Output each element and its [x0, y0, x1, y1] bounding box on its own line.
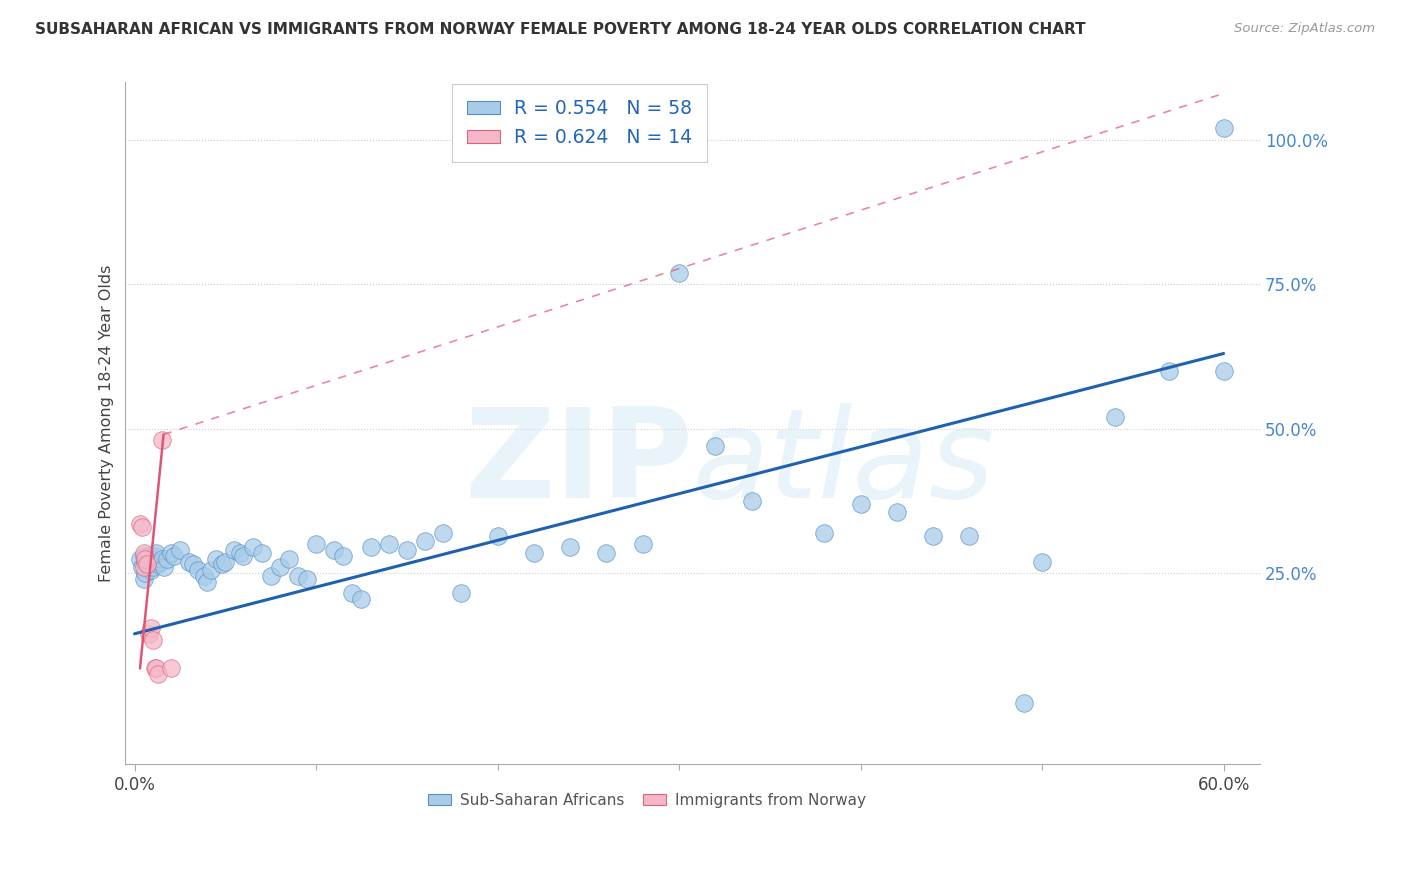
Point: [132, 572, 155, 586]
Point: [229, 546, 252, 560]
Point: [1212, 121, 1234, 136]
Point: [668, 266, 690, 280]
Point: [450, 586, 472, 600]
Point: [350, 592, 373, 607]
Point: [214, 555, 236, 569]
Point: [342, 586, 364, 600]
Text: Source: ZipAtlas.com: Source: ZipAtlas.com: [1234, 22, 1375, 36]
Point: [160, 546, 183, 560]
Point: [211, 558, 233, 572]
Point: [131, 520, 153, 534]
Point: [205, 551, 228, 566]
Point: [704, 439, 727, 453]
Point: [250, 546, 273, 560]
Point: [922, 528, 945, 542]
Point: [169, 543, 191, 558]
Point: [195, 574, 218, 589]
Point: [269, 560, 291, 574]
Point: [145, 661, 167, 675]
Point: [149, 555, 172, 569]
Point: [139, 563, 162, 577]
Point: [323, 543, 346, 558]
Point: [152, 560, 174, 574]
Point: [260, 569, 283, 583]
Point: [142, 551, 165, 566]
Point: [139, 555, 162, 569]
Point: [523, 546, 546, 560]
Point: [849, 497, 872, 511]
Point: [138, 560, 160, 574]
Point: [232, 549, 254, 563]
Point: [143, 549, 166, 563]
Point: [181, 558, 204, 572]
Point: [560, 540, 582, 554]
Text: ZIP: ZIP: [464, 403, 693, 524]
Point: [413, 534, 436, 549]
Point: [142, 560, 165, 574]
Point: [143, 661, 166, 675]
Point: [136, 551, 159, 566]
Point: [134, 551, 156, 566]
Point: [741, 494, 763, 508]
Legend: Sub-Saharan Africans, Immigrants from Norway: Sub-Saharan Africans, Immigrants from No…: [422, 787, 872, 814]
Point: [224, 543, 246, 558]
Point: [287, 569, 309, 583]
Point: [959, 528, 981, 542]
Point: [187, 563, 209, 577]
Point: [193, 569, 215, 583]
Point: [132, 549, 155, 563]
Point: [1012, 696, 1035, 710]
Point: [150, 551, 173, 566]
Point: [242, 540, 264, 554]
Point: [277, 551, 299, 566]
Point: [595, 546, 617, 560]
Point: [142, 632, 165, 647]
Point: [146, 558, 169, 572]
Point: [150, 433, 173, 447]
Point: [813, 525, 835, 540]
Point: [395, 543, 418, 558]
Point: [138, 549, 160, 563]
Point: [136, 558, 159, 572]
Point: [1104, 410, 1126, 425]
Point: [129, 516, 152, 531]
Point: [200, 563, 222, 577]
Point: [131, 560, 153, 574]
Point: [332, 549, 354, 563]
Y-axis label: Female Poverty Among 18-24 Year Olds: Female Poverty Among 18-24 Year Olds: [100, 264, 114, 582]
Point: [432, 525, 454, 540]
Point: [1031, 555, 1053, 569]
Text: atlas: atlas: [693, 403, 995, 524]
Point: [163, 549, 186, 563]
Point: [886, 505, 908, 519]
Point: [134, 566, 156, 581]
Point: [132, 546, 155, 560]
Point: [138, 627, 160, 641]
Point: [177, 555, 200, 569]
Point: [134, 555, 156, 569]
Point: [631, 537, 654, 551]
Point: [129, 551, 152, 566]
Point: [146, 667, 169, 681]
Point: [360, 540, 382, 554]
Point: [160, 661, 183, 675]
Point: [486, 528, 509, 542]
Point: [136, 558, 159, 572]
Point: [139, 621, 162, 635]
Point: [156, 551, 179, 566]
Text: SUBSAHARAN AFRICAN VS IMMIGRANTS FROM NORWAY FEMALE POVERTY AMONG 18-24 YEAR OLD: SUBSAHARAN AFRICAN VS IMMIGRANTS FROM NO…: [35, 22, 1085, 37]
Point: [1212, 364, 1234, 378]
Point: [145, 546, 167, 560]
Point: [1159, 364, 1181, 378]
Point: [132, 560, 155, 574]
Point: [305, 537, 328, 551]
Point: [377, 537, 399, 551]
Point: [295, 572, 318, 586]
